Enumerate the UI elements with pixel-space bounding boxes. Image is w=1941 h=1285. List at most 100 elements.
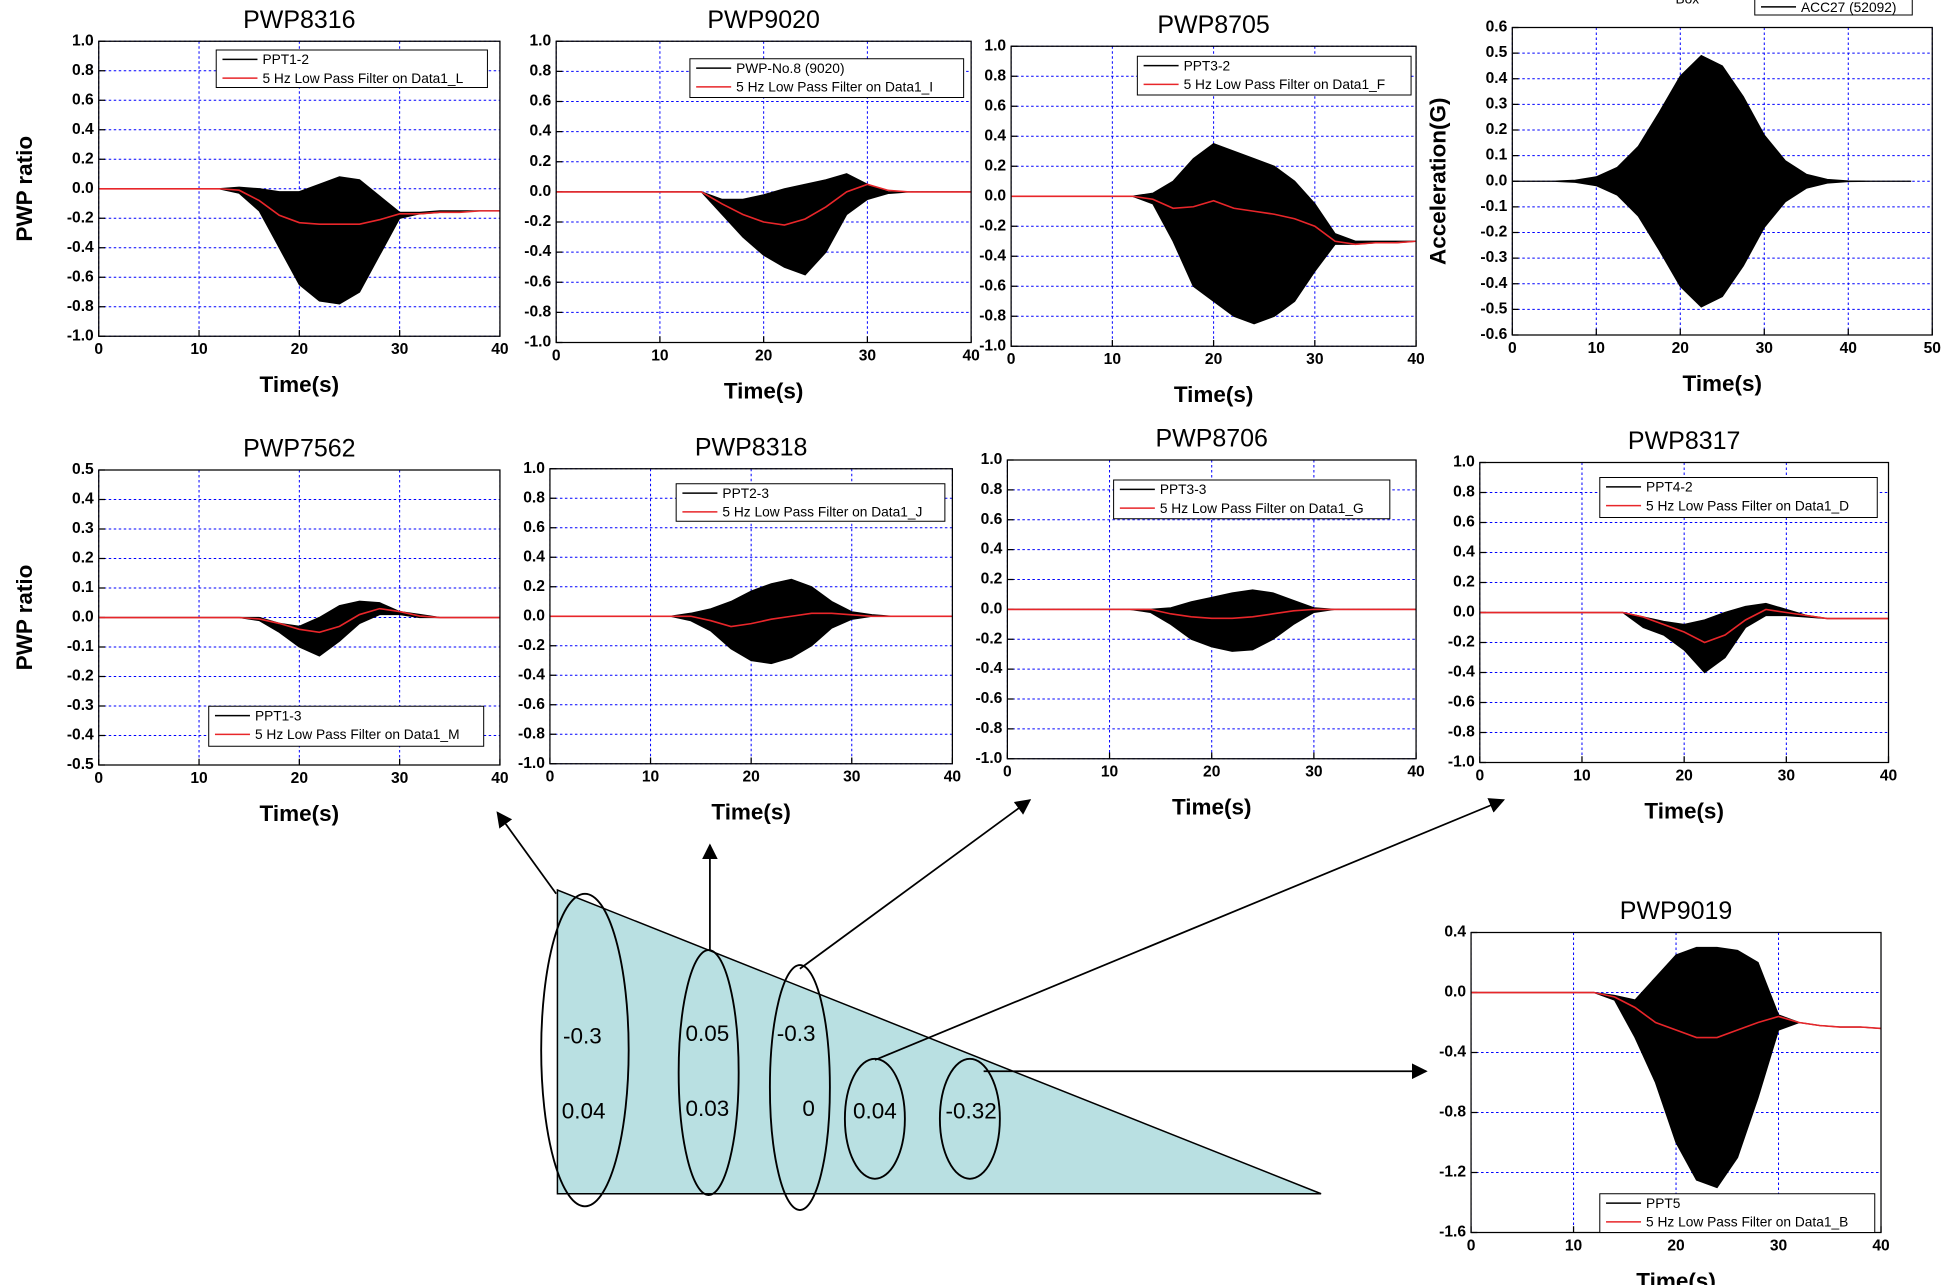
y-tick-label: -0.8 bbox=[979, 307, 1006, 324]
y-tick-label: -0.1 bbox=[1480, 198, 1507, 215]
chart-title: PWP8317 bbox=[1628, 427, 1740, 455]
y-tick-label: 0.2 bbox=[984, 157, 1006, 174]
legend-box bbox=[1113, 479, 1391, 520]
y-tick-label: 0.2 bbox=[72, 550, 94, 567]
y-tick-label: 0.8 bbox=[529, 62, 551, 79]
y-tick-label: -0.2 bbox=[1448, 634, 1475, 651]
y-tick-label: -0.8 bbox=[975, 720, 1002, 737]
filtered-line bbox=[1011, 195, 1417, 246]
y-tick-label: 1.0 bbox=[72, 32, 94, 49]
x-tick-label: 20 bbox=[291, 341, 309, 358]
y-tick-label: 1.0 bbox=[1453, 454, 1475, 471]
x-axis-label: Time(s) bbox=[260, 801, 340, 826]
x-tick-label: 10 bbox=[1565, 1237, 1583, 1254]
legend-box bbox=[1136, 55, 1412, 96]
chart-title: PWP8706 bbox=[1155, 425, 1267, 453]
x-tick-label: 10 bbox=[642, 769, 660, 786]
y-tick-label: -1.0 bbox=[1448, 754, 1475, 771]
y-tick-label: -1.0 bbox=[518, 755, 545, 772]
x-tick-label: 0 bbox=[1467, 1237, 1476, 1254]
ellipse bbox=[540, 892, 630, 1208]
chart-title: PWP8705 bbox=[1157, 11, 1269, 39]
x-tick-label: 50 bbox=[1924, 340, 1941, 357]
y-tick-label: -1.6 bbox=[1439, 1224, 1466, 1241]
y-tick-label: -0.6 bbox=[979, 277, 1006, 294]
y-tick-label: 0.4 bbox=[523, 548, 545, 565]
chart-title: PWP8316 bbox=[243, 6, 355, 34]
y-tick-label: -1.0 bbox=[975, 750, 1002, 767]
filtered-line bbox=[1479, 608, 1889, 644]
x-tick-label: 10 bbox=[190, 770, 208, 787]
y-tick-label: -0.2 bbox=[979, 217, 1006, 234]
y-tick-label: 0.6 bbox=[72, 91, 94, 108]
x-tick-label: 20 bbox=[755, 347, 773, 364]
y-tick-label: 0.0 bbox=[72, 609, 94, 626]
y-tick-label: -0.6 bbox=[524, 273, 551, 290]
y-tick-label: -0.2 bbox=[518, 637, 545, 654]
y-tick-label: 1.0 bbox=[981, 451, 1003, 468]
ellipse-label: 0.03 bbox=[686, 1096, 730, 1121]
plot-frame bbox=[98, 40, 501, 337]
y-tick-label: 1.0 bbox=[529, 32, 551, 49]
chart: 1.0 0.8 0.6 0.4 0.2 0.0 -0.2 -0.4 -0.6 -0.8 -1.00 1… bbox=[518, 433, 961, 824]
filtered-line bbox=[98, 607, 500, 634]
x-tick-label: 0 bbox=[94, 341, 103, 358]
y-tick-label: 0.2 bbox=[1453, 574, 1475, 591]
y-tick-label: -0.4 bbox=[1480, 275, 1507, 292]
y-tick-label: -0.4 bbox=[524, 243, 551, 260]
x-tick-label: 0 bbox=[546, 769, 555, 786]
ellipse-label: 0.04 bbox=[853, 1098, 897, 1123]
plot-frame bbox=[1511, 26, 1933, 336]
x-axis-label: Time(s) bbox=[1636, 1268, 1716, 1285]
chart: 0.4 0.0 -0.4 -0.8 -1.2 -1.60 10 20 30 40 PWP9019 Ti… bbox=[1439, 897, 1890, 1285]
x-tick-label: 0 bbox=[1508, 340, 1517, 357]
chart-title: PWP7562 bbox=[243, 435, 355, 463]
legend-label: 5 Hz Low Pass Filter on Data1_M bbox=[255, 727, 460, 742]
y-tick-label: -0.2 bbox=[67, 668, 94, 685]
chart: 0.6 0.5 0.4 0.3 0.2 0.1 0.0 -0.1 -0.2 -0.3 -0.4 -0.… bbox=[1426, 0, 1941, 396]
ellipse-label: -0.3 bbox=[563, 1023, 602, 1048]
x-tick-label: 10 bbox=[1573, 767, 1591, 784]
x-tick-label: 40 bbox=[1840, 340, 1858, 357]
y-tick-label: -0.4 bbox=[518, 666, 545, 683]
y-tick-label: 0.0 bbox=[981, 600, 1003, 617]
x-tick-label: 0 bbox=[1003, 764, 1012, 781]
y-tick-label: 0.3 bbox=[72, 520, 94, 537]
x-tick-label: 20 bbox=[1667, 1237, 1685, 1254]
y-tick-label: -1.2 bbox=[1439, 1164, 1466, 1181]
y-tick-label: 1.0 bbox=[523, 460, 545, 477]
y-tick-label: 0.6 bbox=[1486, 19, 1508, 36]
filtered-line bbox=[549, 612, 953, 628]
x-tick-label: 0 bbox=[94, 770, 103, 787]
x-tick-label: 10 bbox=[651, 347, 669, 364]
y-tick-label: 0.5 bbox=[1486, 44, 1508, 61]
y-tick-label: 0.6 bbox=[529, 93, 551, 110]
legend-box bbox=[208, 705, 485, 747]
plot-frame bbox=[98, 469, 501, 766]
y-tick-label: 0.5 bbox=[72, 461, 94, 478]
y-tick-label: -0.4 bbox=[1439, 1044, 1466, 1061]
y-tick-label: -0.8 bbox=[518, 725, 545, 742]
x-axis-label: Time(s) bbox=[260, 372, 340, 397]
legend-box bbox=[1599, 477, 1878, 518]
y-tick-label: 0.2 bbox=[72, 150, 94, 167]
y-tick-label: -0.2 bbox=[524, 213, 551, 230]
x-tick-label: 10 bbox=[190, 341, 208, 358]
y-tick-label: 0.4 bbox=[1453, 544, 1475, 561]
chart: 1.0 0.8 0.6 0.4 0.2 0.0 -0.2 -0.4 -0.6 -0.8 -1.00 1… bbox=[979, 11, 1425, 407]
x-tick-label: 40 bbox=[1872, 1237, 1890, 1254]
signal-envelope bbox=[98, 176, 500, 305]
y-tick-label: 0.6 bbox=[984, 97, 1006, 114]
y-tick-label: 0.2 bbox=[529, 153, 551, 170]
x-tick-label: 30 bbox=[1778, 767, 1796, 784]
x-tick-label: 30 bbox=[1756, 340, 1774, 357]
y-tick-label: 0.0 bbox=[1453, 604, 1475, 621]
y-tick-label: -0.6 bbox=[1480, 326, 1507, 343]
legend-label: 5 Hz Low Pass Filter on Data1_J bbox=[722, 505, 922, 520]
x-tick-label: 30 bbox=[391, 770, 409, 787]
x-tick-label: 20 bbox=[1672, 340, 1690, 357]
signal-envelope bbox=[549, 578, 953, 665]
x-tick-label: 20 bbox=[291, 770, 309, 787]
y-tick-label: 0.2 bbox=[523, 578, 545, 595]
